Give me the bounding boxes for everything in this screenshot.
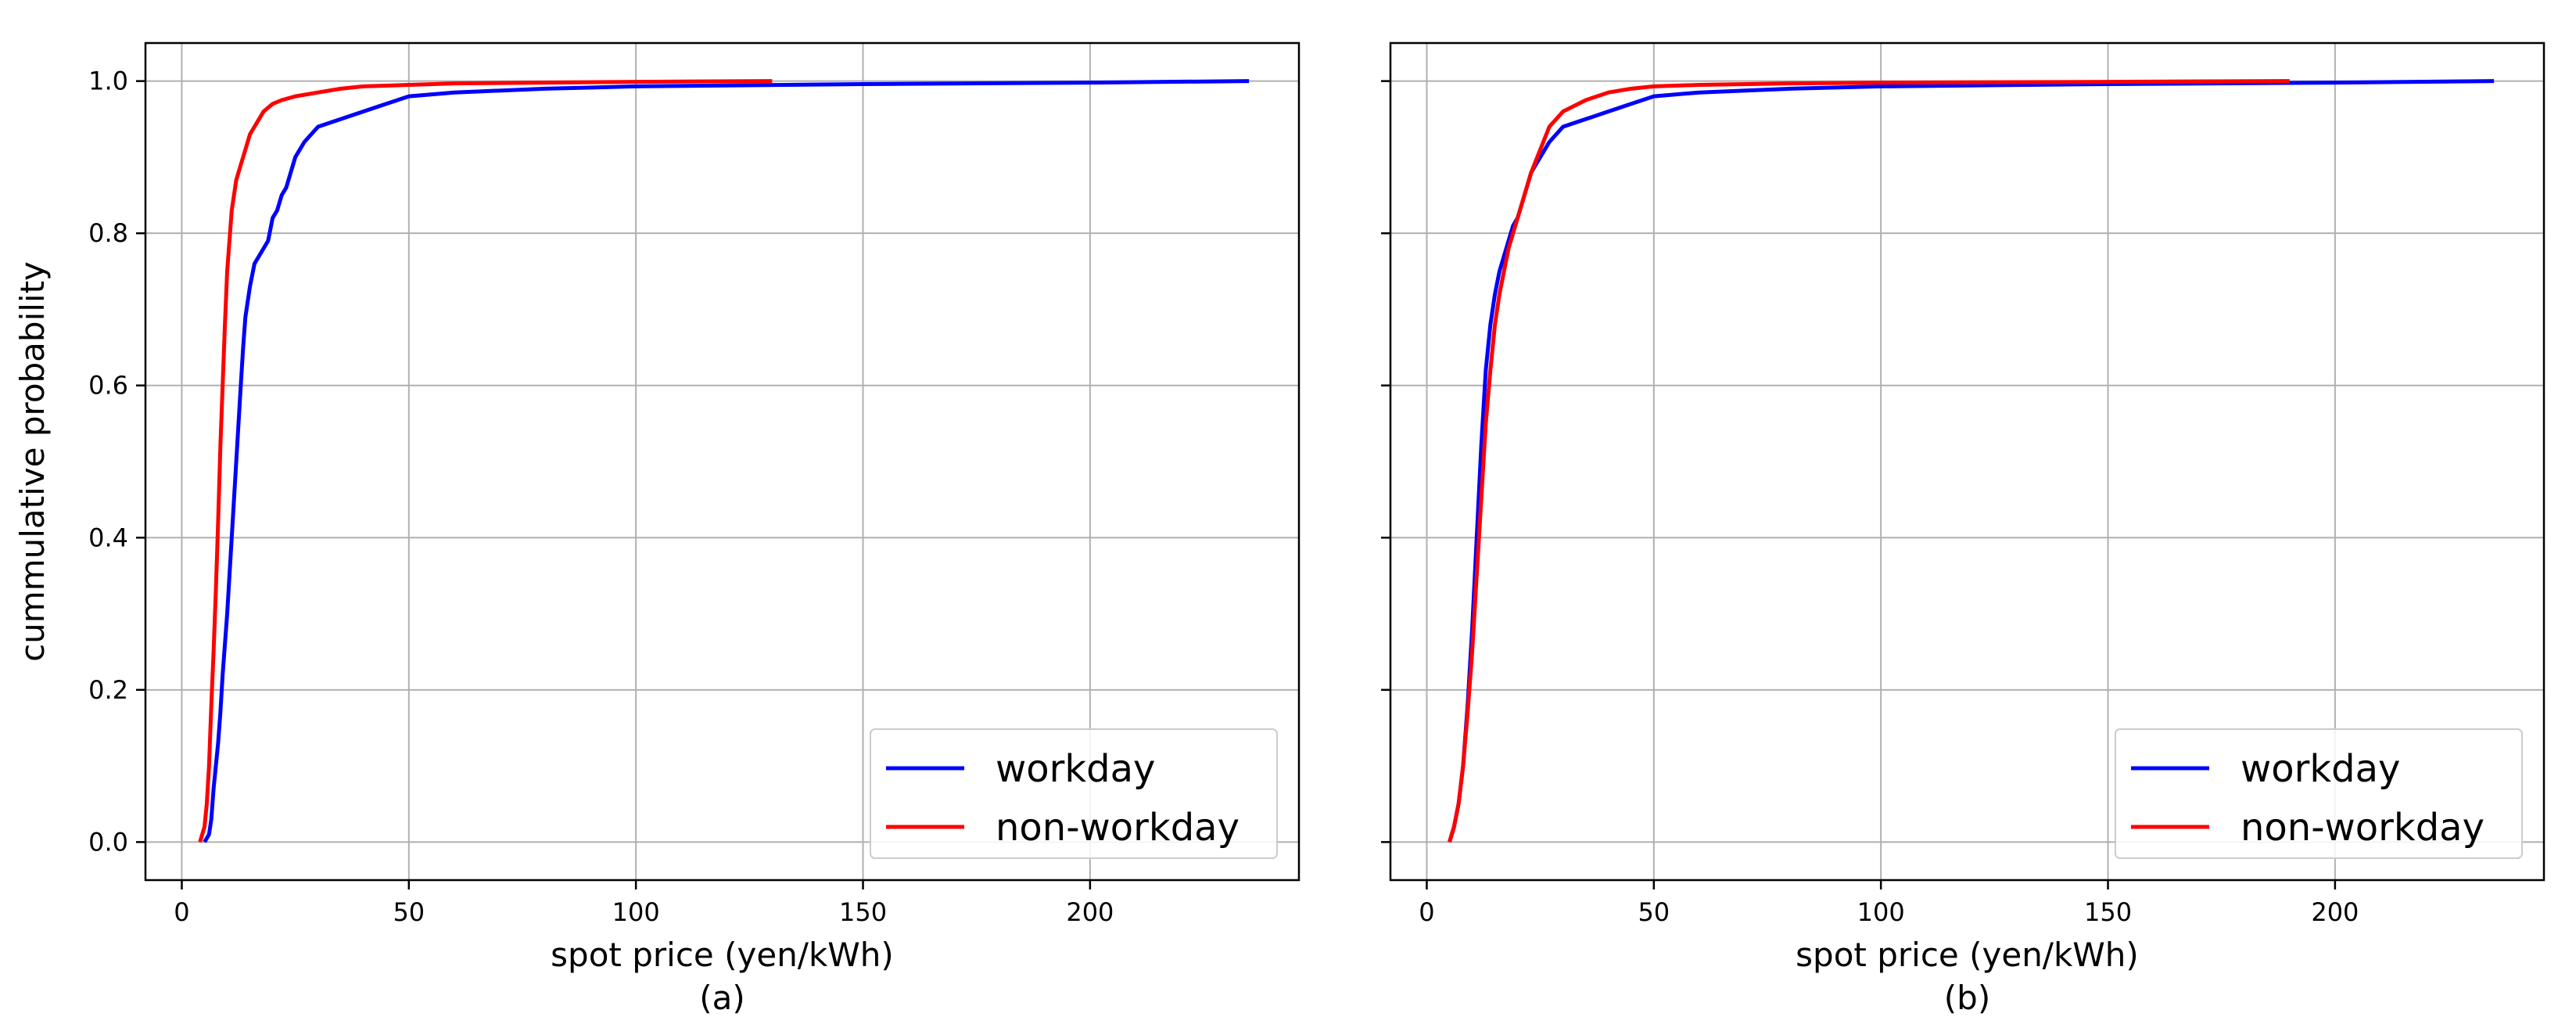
data-lines-b bbox=[1448, 79, 2495, 843]
x-tick-label-b: 0 bbox=[1419, 897, 1434, 927]
x-tick-label-b: 150 bbox=[2084, 897, 2132, 927]
y-tick-label-a: 1.0 bbox=[88, 66, 128, 96]
legend-a: workday non-workday bbox=[870, 728, 1278, 859]
x-tick-label-a: 100 bbox=[612, 897, 660, 927]
axes-frame-a bbox=[144, 41, 1301, 882]
x-tick-label-b: 200 bbox=[2311, 897, 2359, 927]
x-axis-label-a: spot price (yen/kWh) bbox=[551, 936, 894, 974]
axes-frame-b bbox=[1389, 41, 2546, 882]
y-tick-label-a: 0.0 bbox=[88, 827, 128, 857]
legend-label-workday-b: workday bbox=[2241, 747, 2400, 791]
series-line-non-workday-a bbox=[198, 79, 773, 843]
series-line-workday-a bbox=[203, 79, 1250, 843]
panel-caption-b: (b) bbox=[1944, 979, 1990, 1017]
ticks-a: 0 50 100 150 200 0.0 0.2 0.4 0.6 0.8 1.0 bbox=[88, 66, 1114, 927]
x-tick-label-a: 0 bbox=[174, 897, 189, 927]
x-tick-label-a: 200 bbox=[1066, 897, 1114, 927]
x-tick-label-a: 50 bbox=[393, 897, 425, 927]
x-tick-label-a: 150 bbox=[839, 897, 887, 927]
ticks-b: 0 50 100 150 200 bbox=[1381, 80, 2359, 927]
legend-label-non-workday-b: non-workday bbox=[2241, 806, 2485, 850]
y-tick-label-a: 0.4 bbox=[88, 523, 128, 552]
legend-box-b bbox=[2115, 728, 2523, 859]
legend-b: workday non-workday bbox=[2115, 728, 2523, 859]
legend-label-non-workday-a: non-workday bbox=[996, 806, 1240, 850]
panel-b: 0 50 100 150 200 spot price (yen/kWh) (b) wo… bbox=[1381, 41, 2546, 1017]
y-tick-label-a: 0.8 bbox=[88, 218, 128, 248]
y-tick-label-a: 0.6 bbox=[88, 371, 128, 401]
x-axis-label-b: spot price (yen/kWh) bbox=[1796, 936, 2139, 974]
y-tick-label-a: 0.2 bbox=[88, 675, 128, 705]
legend-label-workday-a: workday bbox=[996, 747, 1155, 791]
legend-box-a bbox=[870, 728, 1278, 859]
y-axis-label-a: cummulative probability bbox=[13, 261, 52, 662]
panel-a: 0 50 100 150 200 0.0 0.2 0.4 0.6 0.8 1.0 spot pric… bbox=[13, 41, 1301, 1017]
panel-caption-a: (a) bbox=[699, 979, 745, 1017]
x-tick-label-b: 100 bbox=[1857, 897, 1905, 927]
x-tick-label-b: 50 bbox=[1638, 897, 1670, 927]
data-lines-a bbox=[198, 79, 1250, 843]
series-line-non-workday-b bbox=[1448, 79, 2290, 843]
